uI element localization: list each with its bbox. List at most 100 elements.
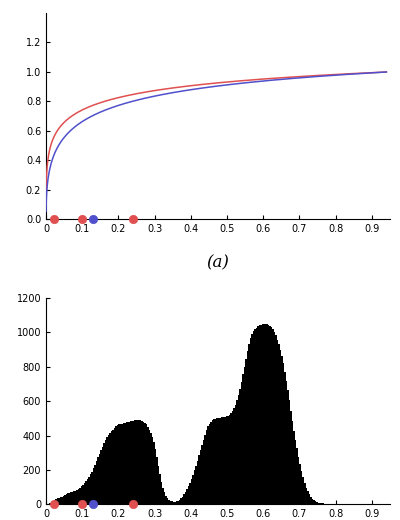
- Bar: [126, 422, 128, 504]
- Bar: [93, 469, 94, 504]
- Bar: [55, 499, 56, 504]
- Bar: [146, 424, 147, 504]
- Bar: [173, 502, 174, 504]
- Bar: [215, 419, 216, 504]
- Bar: [78, 489, 79, 504]
- Bar: [182, 497, 183, 504]
- Bar: [224, 417, 226, 504]
- Bar: [251, 334, 253, 504]
- Bar: [232, 411, 233, 504]
- Bar: [120, 424, 122, 504]
- Bar: [275, 335, 277, 504]
- Bar: [134, 421, 135, 504]
- Bar: [198, 456, 200, 504]
- Bar: [91, 472, 93, 504]
- Bar: [284, 372, 286, 504]
- Bar: [155, 449, 156, 504]
- Bar: [313, 500, 314, 504]
- Bar: [283, 363, 284, 504]
- Bar: [109, 433, 111, 504]
- Bar: [210, 422, 212, 504]
- Bar: [49, 503, 50, 504]
- Bar: [268, 325, 269, 504]
- Bar: [204, 435, 206, 504]
- Bar: [318, 502, 319, 504]
- Bar: [200, 450, 202, 504]
- Bar: [319, 503, 320, 504]
- Bar: [56, 498, 58, 504]
- Bar: [142, 422, 144, 504]
- Bar: [221, 418, 222, 504]
- Bar: [325, 503, 327, 504]
- Bar: [281, 356, 283, 504]
- Bar: [87, 479, 88, 504]
- Bar: [286, 381, 288, 504]
- Bar: [186, 489, 188, 504]
- Bar: [61, 497, 62, 504]
- Bar: [99, 453, 100, 504]
- Bar: [117, 425, 118, 504]
- Bar: [222, 417, 224, 504]
- Bar: [295, 440, 296, 504]
- Bar: [84, 483, 85, 504]
- Text: (a): (a): [206, 255, 230, 271]
- Bar: [106, 437, 108, 504]
- Bar: [138, 420, 140, 504]
- Bar: [259, 326, 260, 504]
- Bar: [180, 498, 182, 504]
- Bar: [308, 495, 310, 504]
- Bar: [164, 492, 165, 504]
- Bar: [97, 457, 99, 504]
- Bar: [216, 419, 218, 504]
- Bar: [294, 431, 295, 504]
- Bar: [148, 430, 150, 504]
- Bar: [208, 426, 209, 504]
- Bar: [177, 501, 179, 504]
- Bar: [162, 488, 164, 504]
- Bar: [58, 498, 60, 504]
- Bar: [70, 492, 72, 504]
- Bar: [245, 359, 247, 504]
- Bar: [307, 491, 308, 504]
- Bar: [82, 485, 84, 504]
- Bar: [272, 329, 274, 504]
- Bar: [322, 503, 324, 504]
- Bar: [73, 491, 75, 504]
- Bar: [218, 418, 220, 504]
- Bar: [176, 501, 177, 504]
- Bar: [312, 499, 313, 504]
- Bar: [192, 475, 194, 504]
- Bar: [60, 497, 61, 504]
- Bar: [320, 503, 322, 504]
- Bar: [48, 503, 49, 504]
- Bar: [257, 327, 259, 504]
- Bar: [147, 427, 148, 504]
- Bar: [242, 374, 244, 504]
- Bar: [76, 490, 78, 504]
- Bar: [165, 496, 167, 504]
- Bar: [62, 496, 64, 504]
- Bar: [220, 418, 221, 504]
- Bar: [81, 486, 82, 504]
- Bar: [156, 457, 158, 504]
- Bar: [185, 492, 186, 504]
- Bar: [244, 367, 245, 504]
- Bar: [289, 400, 290, 504]
- Bar: [183, 495, 185, 504]
- Bar: [171, 501, 173, 504]
- Bar: [168, 500, 170, 504]
- Bar: [161, 482, 162, 504]
- Bar: [269, 326, 271, 504]
- Bar: [122, 423, 123, 504]
- Bar: [96, 461, 97, 504]
- Bar: [265, 324, 266, 504]
- Bar: [248, 344, 250, 504]
- Bar: [88, 477, 90, 504]
- Bar: [214, 419, 215, 504]
- Bar: [72, 492, 73, 504]
- Bar: [130, 422, 132, 504]
- Bar: [75, 491, 76, 504]
- Bar: [302, 477, 304, 504]
- Bar: [102, 447, 103, 504]
- Bar: [69, 492, 70, 504]
